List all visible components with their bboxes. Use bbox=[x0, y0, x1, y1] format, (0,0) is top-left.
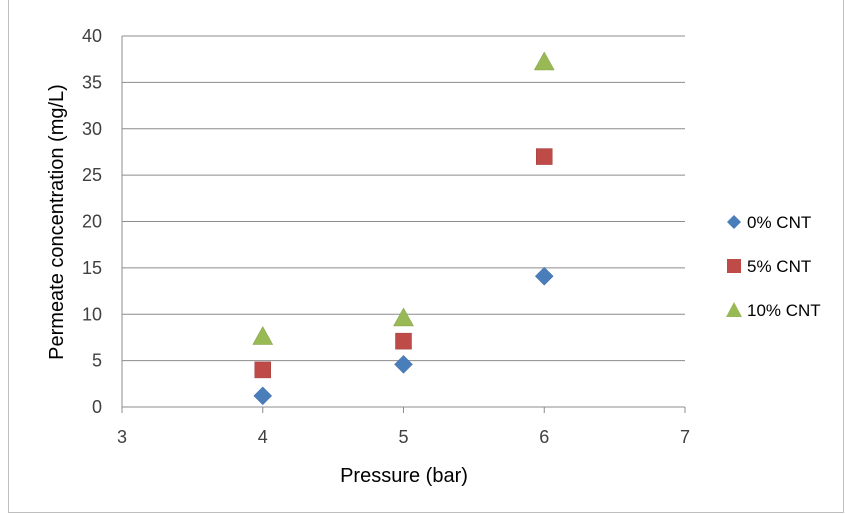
y-axis-title: Permeate concentration (mg/L) bbox=[46, 84, 68, 360]
legend-item: 0% CNT bbox=[727, 213, 811, 232]
y-tick-label: 30 bbox=[82, 119, 102, 139]
legend-marker-square bbox=[727, 259, 741, 273]
y-tick-label: 40 bbox=[82, 26, 102, 46]
y-tick-label: 10 bbox=[82, 304, 102, 324]
x-tick-label: 3 bbox=[117, 427, 127, 447]
data-point-triangle bbox=[252, 325, 274, 345]
x-tick-label: 4 bbox=[258, 427, 268, 447]
legend-marker-diamond bbox=[727, 215, 741, 229]
y-tick-label: 25 bbox=[82, 165, 102, 185]
legend-item: 5% CNT bbox=[727, 257, 811, 276]
data-point-triangle bbox=[393, 307, 414, 327]
y-tick-label: 20 bbox=[82, 212, 102, 232]
x-tick-label: 5 bbox=[398, 427, 408, 447]
legend: 0% CNT 5% CNT 10% CNT bbox=[726, 213, 821, 320]
x-tick-label: 6 bbox=[539, 427, 549, 447]
x-tick-label: 7 bbox=[680, 427, 690, 447]
legend-label: 0% CNT bbox=[747, 213, 811, 232]
legend-marker-triangle bbox=[726, 302, 742, 317]
data-point-triangle bbox=[533, 51, 555, 71]
data-point-diamond bbox=[253, 386, 273, 406]
y-tick-label: 0 bbox=[92, 397, 102, 417]
tick-labels: 0 5 10 15 20 25 30 35 40 3 4 5 6 7 bbox=[82, 26, 690, 447]
y-tick-label: 35 bbox=[82, 72, 102, 92]
legend-label: 10% CNT bbox=[747, 301, 821, 320]
y-tick-label: 5 bbox=[92, 351, 102, 371]
legend-label: 5% CNT bbox=[747, 257, 811, 276]
data-point-square bbox=[254, 361, 271, 379]
data-point-square bbox=[395, 332, 412, 350]
y-tick-label: 15 bbox=[82, 258, 102, 278]
data-point-diamond bbox=[394, 354, 413, 374]
x-axis-title: Pressure (bar) bbox=[340, 465, 468, 487]
chart-frame bbox=[8, 0, 844, 513]
data-points bbox=[252, 51, 555, 406]
data-point-square bbox=[536, 148, 553, 165]
axes bbox=[121, 36, 686, 413]
legend-item: 10% CNT bbox=[726, 301, 821, 320]
data-point-diamond bbox=[534, 266, 554, 286]
